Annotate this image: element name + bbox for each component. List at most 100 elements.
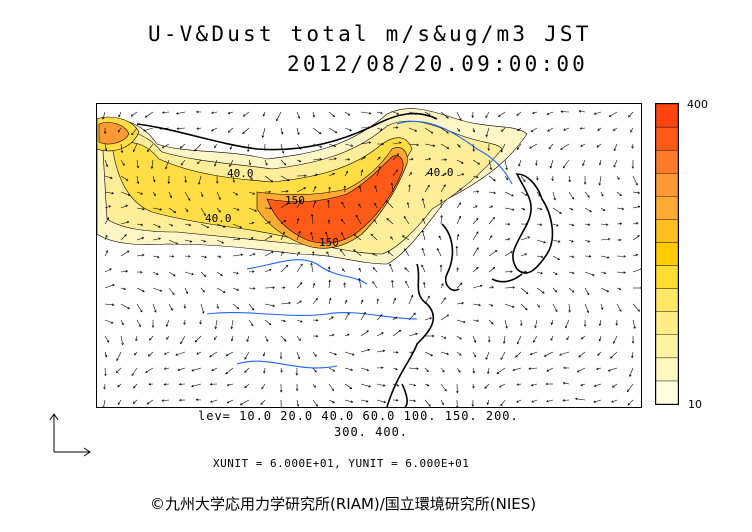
wind-arrow [360,349,370,353]
wind-arrowhead [472,129,476,133]
wind-arrowhead [459,188,462,191]
wind-arrow [216,303,219,309]
wind-arrow [311,214,314,225]
wind-arrowhead [197,182,201,185]
wind-arrowhead [439,199,443,202]
wind-arrow [599,159,602,165]
wind-arrow [244,351,250,360]
wind-arrow [152,207,162,210]
wind-arrowhead [396,398,399,402]
river-amur [396,120,513,185]
contour-label-40-b: 40.0 [205,212,232,225]
wind-arrow [280,287,286,289]
wind-arrow [552,303,558,312]
wind-arrow [227,383,234,386]
wind-arrowhead [154,310,157,313]
wind-arrow [280,302,291,305]
wind-arrow [422,248,426,257]
wind-arrow [131,111,138,117]
wind-arrowhead [131,132,134,136]
wind-arrow [104,217,109,225]
wind-arrowhead [347,113,351,116]
wind-arrow [232,207,240,211]
wind-arrow [136,159,139,168]
wind-arrowhead [136,181,140,185]
wind-arrow [600,238,610,241]
wind-arrow [376,166,381,177]
wind-arrowhead [115,370,119,374]
wind-arrowhead [494,250,498,253]
wind-arrowhead [512,305,515,308]
taiwan-coast [401,383,408,407]
wind-arrowhead [203,240,207,243]
wind-arrow [392,142,402,145]
wind-arrow [408,312,416,321]
wind-arrow [359,186,362,193]
wind-arrowhead [180,163,184,166]
wind-arrow [517,127,522,131]
wind-arrowhead [560,147,563,150]
wind-arrowhead [511,194,514,197]
wind-arrow [248,237,254,241]
wind-arrowhead [200,194,204,198]
wind-arrow [200,223,209,228]
wind-arrowhead [353,234,356,237]
wind-arrow [280,127,283,135]
wind-arrowhead [427,184,430,188]
wind-arrowhead [461,161,464,164]
wind-arrowhead [580,336,584,340]
border-north [136,112,438,151]
wind-arrowhead [546,399,549,403]
wind-arrowhead [441,283,444,286]
wind-arrowhead [325,231,328,235]
wind-arrowhead [395,367,398,371]
wind-arrowhead [187,198,191,201]
wind-arrow [456,367,461,373]
wind-arrowhead [230,338,234,342]
wind-arrowhead [261,386,264,390]
wind-arrow [547,127,554,132]
wind-arrowhead [565,325,568,329]
wind-arrow [344,312,350,321]
wind-arrow [211,367,218,371]
wind-arrow [184,287,188,294]
wind-arrow [616,175,620,180]
wind-arrow [632,175,638,186]
color-scale-step [655,357,679,382]
wind-arrowhead [479,284,483,288]
contour-label-40-a: 40.0 [227,167,254,180]
wind-arrowhead [210,400,213,403]
wind-arrowhead [505,167,508,171]
wind-arrowhead [568,179,571,183]
wind-arrow [360,127,370,129]
wind-arrow [536,223,542,226]
wind-arrow [215,319,218,329]
wind-arrowhead [163,367,167,370]
wind-arrow [280,175,290,181]
wind-arrowhead [593,400,596,403]
wind-arrowhead [498,114,501,117]
wind-arrow [440,111,449,119]
wind-arrow [328,367,335,372]
wind-arrow [403,216,410,225]
wind-arrowhead [543,241,546,244]
wind-arrow [546,399,554,402]
wind-arrowhead [374,202,377,206]
wind-arrow [328,143,336,147]
wind-arrowhead [227,111,231,115]
wind-arrow [472,143,475,152]
wind-arrowhead [485,134,489,138]
wind-arrow [616,303,622,312]
wind-arrow [104,143,107,151]
wind-arrow [168,223,173,227]
wind-arrow [161,399,170,401]
wind-arrow [536,287,545,294]
wind-arrowhead [312,115,316,118]
wind-arrow [472,231,479,241]
wind-arrow [536,255,543,258]
wind-arrow [456,216,461,225]
wind-arrow [568,255,574,258]
wind-arrowhead [203,274,207,277]
wind-arrowhead [229,147,233,150]
wind-arrowhead [485,357,488,360]
